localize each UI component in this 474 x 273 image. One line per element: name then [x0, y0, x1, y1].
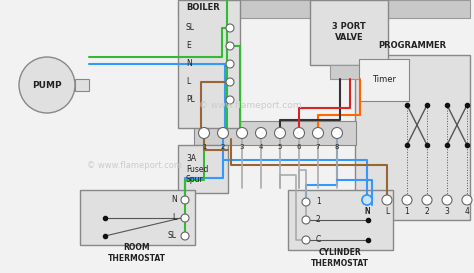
Text: © www.flameport.com: © www.flameport.com	[199, 100, 301, 109]
Circle shape	[302, 198, 310, 206]
Text: 6: 6	[297, 144, 301, 150]
Text: PROGRAMMER: PROGRAMMER	[378, 41, 446, 50]
Text: BOILER: BOILER	[186, 2, 220, 11]
Circle shape	[312, 127, 323, 138]
Bar	[359, 59, 409, 101]
Text: E: E	[186, 41, 191, 51]
Bar	[194, 121, 356, 145]
Text: 4: 4	[465, 207, 469, 216]
Text: 2: 2	[316, 215, 321, 224]
Text: 8: 8	[335, 144, 339, 150]
Bar	[75, 79, 89, 91]
Text: L: L	[173, 213, 177, 222]
Text: SL: SL	[186, 23, 195, 32]
Bar	[310, 0, 388, 65]
Text: 2: 2	[221, 144, 225, 150]
Circle shape	[422, 195, 432, 205]
Circle shape	[226, 78, 234, 86]
Text: 3 PORT
VALVE: 3 PORT VALVE	[332, 22, 366, 42]
Bar	[355, 55, 470, 220]
Text: C: C	[316, 236, 321, 245]
Text: N: N	[364, 207, 370, 216]
Text: 3: 3	[240, 144, 244, 150]
Text: L: L	[186, 78, 190, 87]
Text: 3: 3	[445, 207, 449, 216]
Bar	[178, 145, 228, 193]
Text: PUMP: PUMP	[32, 81, 62, 90]
Bar	[80, 190, 195, 245]
Text: CYLINDER
THERMOSTAT: CYLINDER THERMOSTAT	[311, 248, 369, 268]
Circle shape	[199, 127, 210, 138]
Text: ROOM
THERMOSTAT: ROOM THERMOSTAT	[108, 243, 166, 263]
Circle shape	[226, 60, 234, 68]
Circle shape	[442, 195, 452, 205]
Text: SL: SL	[168, 232, 177, 241]
Text: 3A
Fused
Spur: 3A Fused Spur	[186, 154, 209, 184]
Circle shape	[255, 127, 266, 138]
Circle shape	[362, 195, 372, 205]
Circle shape	[462, 195, 472, 205]
Circle shape	[19, 57, 75, 113]
Text: 4: 4	[259, 144, 263, 150]
Text: N: N	[171, 195, 177, 204]
Text: PL: PL	[186, 96, 195, 105]
Text: 5: 5	[278, 144, 282, 150]
Circle shape	[181, 196, 189, 204]
Circle shape	[226, 42, 234, 50]
Text: 1: 1	[202, 144, 206, 150]
Bar	[330, 65, 368, 79]
Bar	[178, 0, 240, 128]
Text: 1: 1	[316, 197, 321, 206]
Circle shape	[181, 232, 189, 240]
Bar	[288, 190, 393, 250]
Circle shape	[274, 127, 285, 138]
Circle shape	[362, 195, 372, 205]
Circle shape	[226, 96, 234, 104]
Text: © www.flameport.com: © www.flameport.com	[88, 161, 182, 170]
Circle shape	[293, 127, 304, 138]
Circle shape	[218, 127, 228, 138]
Bar	[178, 0, 470, 18]
Circle shape	[302, 236, 310, 244]
Circle shape	[237, 127, 247, 138]
Text: 2: 2	[425, 207, 429, 216]
Circle shape	[302, 216, 310, 224]
Circle shape	[331, 127, 343, 138]
Circle shape	[181, 214, 189, 222]
Circle shape	[402, 195, 412, 205]
Text: 7: 7	[316, 144, 320, 150]
Text: Timer: Timer	[372, 76, 396, 85]
Circle shape	[382, 195, 392, 205]
Text: N: N	[186, 60, 192, 69]
Circle shape	[226, 24, 234, 32]
Text: N: N	[364, 207, 370, 216]
Text: L: L	[385, 207, 389, 216]
Text: 1: 1	[405, 207, 410, 216]
